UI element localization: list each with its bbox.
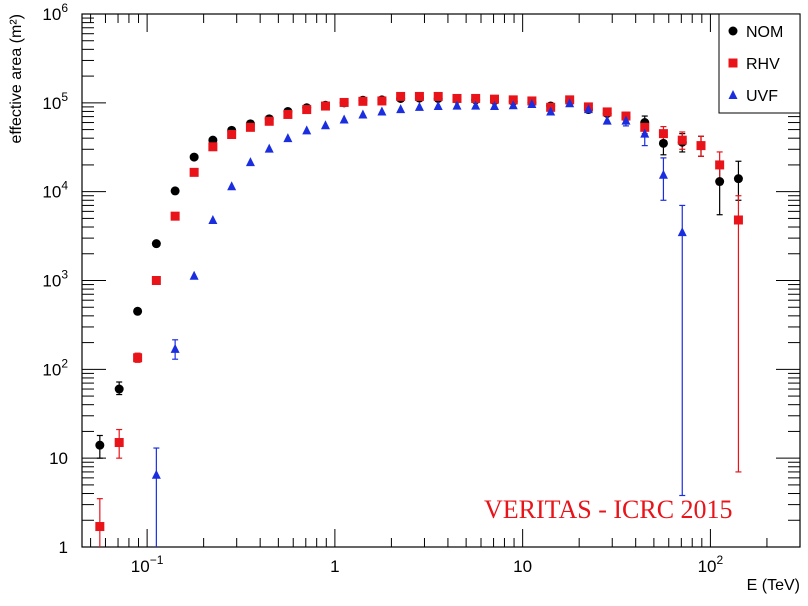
rhv-point	[414, 91, 424, 101]
uvf-point	[640, 128, 650, 138]
nom-point	[733, 174, 743, 184]
uvf-point	[302, 125, 312, 135]
nom-point	[715, 177, 725, 187]
data-markers	[95, 91, 743, 532]
rhv-point	[696, 141, 706, 151]
uvf-point	[245, 157, 255, 167]
rhv-point	[396, 91, 406, 101]
rhv-point	[471, 93, 481, 103]
uvf-point	[658, 169, 668, 179]
rhv-point	[114, 438, 124, 448]
rhv-point	[452, 93, 462, 103]
rhv-point	[95, 522, 105, 532]
y-tick-label: 106	[42, 1, 68, 24]
uvf-point	[583, 104, 593, 114]
uvf-point	[565, 98, 575, 108]
uvf-point	[358, 109, 368, 119]
rhv-point	[151, 276, 161, 285]
legend-label-uvf: UVF	[746, 88, 778, 105]
axis-ticks	[82, 13, 801, 548]
y-tick-label: 1	[59, 538, 68, 557]
rhv-point	[320, 101, 330, 111]
uvf-point	[433, 101, 443, 111]
rhv-point	[245, 122, 255, 132]
uvf-point	[508, 100, 518, 110]
rhv-point	[358, 96, 368, 106]
rhv-point	[677, 135, 687, 145]
x-tick-label: 10	[513, 557, 532, 576]
rhv-point	[508, 95, 518, 105]
uvf-point	[339, 114, 349, 124]
rhv-point	[339, 97, 349, 107]
uvf-point	[396, 104, 406, 114]
uvf-point	[283, 133, 293, 143]
uvf-point	[170, 343, 180, 353]
nom-point	[95, 440, 105, 450]
uvf-point	[377, 106, 387, 116]
y-tick-label: 103	[42, 268, 68, 291]
uvf-point	[320, 120, 330, 130]
rhv-point	[602, 107, 612, 117]
uvf-point	[227, 181, 237, 191]
rhv-point	[733, 215, 743, 225]
legend-label-nom: NOM	[746, 24, 783, 41]
uvf-point	[621, 115, 631, 125]
rhv-point	[658, 129, 668, 139]
nom-point	[133, 306, 143, 316]
uvf-point	[189, 270, 199, 280]
uvf-point	[264, 143, 274, 153]
rhv-point	[227, 130, 237, 140]
legend-items: NOM RHV UVF	[728, 24, 783, 105]
x-tick-label: 1	[330, 557, 339, 576]
legend-marker-rhv	[728, 58, 738, 68]
annotation-text: VERITAS - ICRC 2015	[484, 495, 733, 524]
uvf-point	[527, 99, 537, 109]
x-tick-label: 10−1	[131, 553, 164, 576]
y-axis-title: effective area (m²)	[8, 14, 25, 144]
uvf-point	[208, 214, 218, 224]
uvf-point	[546, 106, 556, 116]
rhv-point	[715, 160, 725, 170]
uvf-point	[602, 115, 612, 125]
rhv-point	[433, 91, 443, 101]
nom-point	[658, 138, 668, 148]
nom-point	[170, 186, 180, 196]
x-axis-title: E (TeV)	[747, 577, 800, 594]
nom-point	[151, 239, 161, 249]
uvf-point	[471, 100, 481, 110]
y-tick-label: 10	[49, 449, 68, 468]
y-tick-label: 102	[42, 356, 68, 379]
legend: NOM RHV UVF	[718, 13, 801, 114]
legend-marker-nom	[728, 26, 738, 36]
uvf-point	[151, 469, 161, 479]
axis-tick-labels: 10−1 1 10 102 1 10 102 103 104 105 106	[42, 1, 723, 576]
y-tick-label: 104	[42, 179, 68, 202]
rhv-point	[283, 109, 293, 119]
rhv-point	[640, 122, 650, 132]
error-bars	[96, 111, 742, 547]
rhv-point	[208, 142, 218, 152]
rhv-point	[189, 167, 199, 177]
rhv-point	[264, 116, 274, 126]
rhv-point	[489, 94, 499, 104]
uvf-point	[677, 227, 687, 237]
uvf-point	[414, 101, 424, 111]
legend-label-rhv: RHV	[746, 56, 780, 73]
rhv-point	[170, 211, 180, 221]
rhv-point	[377, 96, 387, 106]
rhv-point	[302, 105, 312, 115]
y-tick-label: 105	[42, 90, 68, 113]
nom-point	[114, 384, 124, 394]
uvf-point	[452, 100, 462, 110]
legend-marker-uvf	[728, 90, 738, 99]
x-tick-label: 102	[698, 553, 724, 576]
nom-point	[189, 152, 199, 162]
uvf-point	[489, 101, 499, 111]
rhv-point	[133, 353, 143, 363]
